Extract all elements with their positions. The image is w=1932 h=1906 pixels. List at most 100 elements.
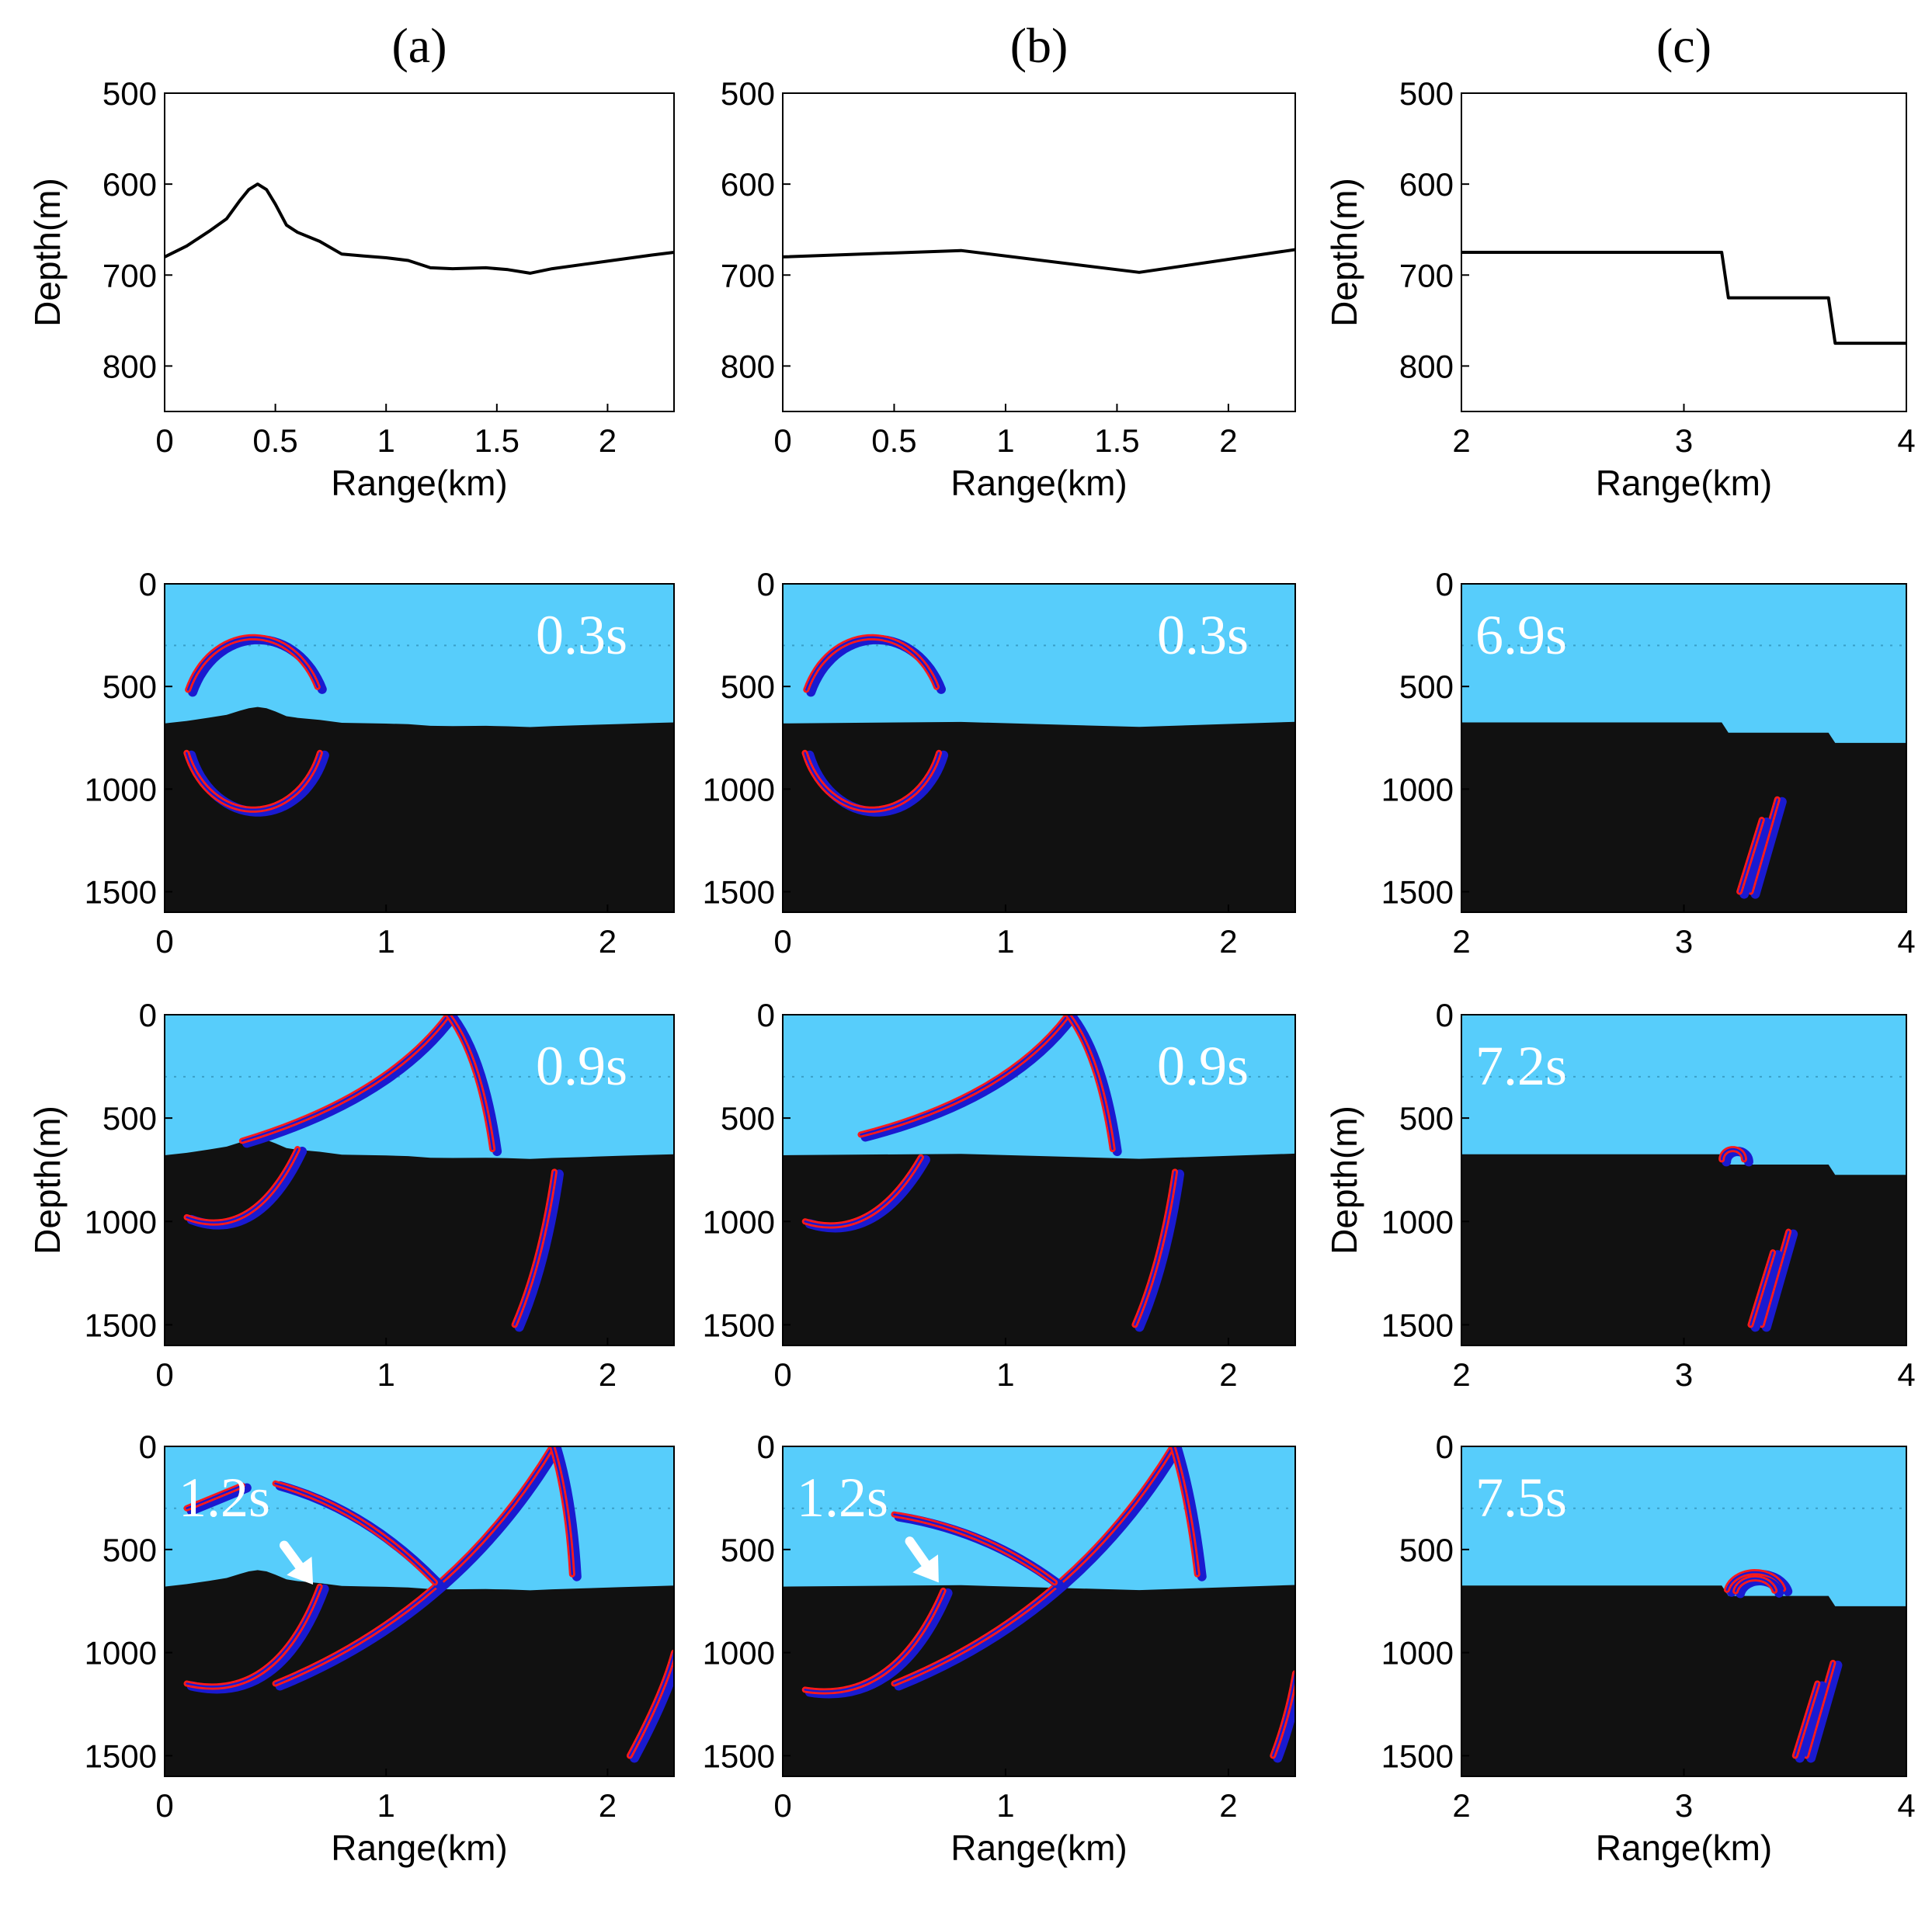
time-label: 0.9s [1157, 1035, 1249, 1097]
y-tick-label: 500 [721, 1532, 775, 1568]
x-tick-label: 4 [1897, 1356, 1915, 1393]
y-tick-label: 1000 [1381, 771, 1454, 807]
wavefront-core [1734, 1577, 1776, 1592]
wavefront-core [274, 1482, 436, 1584]
x-axis-label: Range(km) [1596, 1828, 1773, 1868]
wavefront-blue [242, 1015, 458, 1148]
wavefront-core [186, 1147, 299, 1224]
bathymetry-line [164, 182, 675, 275]
x-tick-label: 0 [773, 422, 791, 459]
wavefront-blue [1750, 1250, 1783, 1332]
wavefront-group [1718, 1146, 1798, 1332]
wavefront-blue [1761, 1229, 1798, 1332]
y-tick-label: 500 [721, 75, 775, 112]
wavefront-group [801, 1015, 1185, 1332]
wavefront-core [513, 1171, 556, 1326]
x-tick-label: 2 [1452, 1356, 1470, 1393]
y-tick-label: 1000 [1381, 1203, 1454, 1240]
wavefront-core [893, 1513, 1056, 1584]
x-tick-label: 0 [773, 1787, 791, 1824]
wavefront-blue [275, 1446, 562, 1691]
axes-frame [164, 1446, 675, 1777]
panel-title: (b) [1010, 18, 1069, 73]
wavefront-core [628, 1651, 674, 1757]
panel-title: (a) [391, 18, 447, 73]
plot-area [165, 93, 674, 411]
x-tick-label: 0 [155, 1356, 173, 1393]
x-tick-label: 3 [1675, 923, 1693, 960]
x-tick-label: 4 [1897, 422, 1915, 459]
x-tick-label: 1.5 [1094, 422, 1139, 459]
wavefront-blue [1273, 1675, 1295, 1763]
wavefront-blue [1173, 1446, 1207, 1581]
y-tick-label: 500 [103, 75, 157, 112]
y-tick-label: 0 [139, 566, 157, 602]
panel-title: (c) [1656, 18, 1711, 73]
x-tick-label: 4 [1897, 1787, 1915, 1824]
plot-area [783, 93, 1295, 411]
y-tick-label: 1000 [703, 771, 775, 807]
wavefront-blue [1806, 1660, 1843, 1763]
seabed-region [1461, 1585, 1906, 1776]
x-tick-label: 3 [1675, 422, 1693, 459]
x-tick-label: 2 [599, 1356, 617, 1393]
wavefront-group [183, 634, 329, 817]
panel-c_t1: 6.9s 2 3 4 0 500 1000 1500 [1381, 566, 1916, 960]
annotation-arrow-shaft [905, 1536, 930, 1568]
time-label: 7.5s [1475, 1467, 1567, 1529]
panel-b_bathy: (b) 0 0.5 1 1.5 2 500 600 700 800 Range(km) [721, 18, 1296, 503]
wavefront-group [801, 634, 949, 817]
y-tick-label: 500 [1399, 668, 1454, 705]
time-label: 0.9s [536, 1035, 627, 1097]
x-tick-label: 2 [1452, 1787, 1470, 1824]
panel-c_bathy: (c) 2 3 4 500 600 700 800 Range(km) Depth(m) [1324, 18, 1916, 503]
wavefront-blue [1750, 797, 1787, 899]
wavefront-group [183, 1446, 674, 1763]
x-tick-label: 3 [1675, 1356, 1693, 1393]
wavefront-group [801, 1446, 1295, 1763]
seabed-region [1461, 722, 1906, 912]
y-tick-label: 1500 [1381, 1738, 1454, 1774]
time-label: 1.2s [797, 1467, 888, 1529]
y-tick-label: 0 [757, 566, 775, 602]
panel-b_t1: 0.3s 0 1 2 0 500 1000 1500 [703, 566, 1296, 960]
annotation-arrow-head [912, 1554, 939, 1583]
x-axis-label: Range(km) [331, 1828, 508, 1868]
wavefront-blue [860, 1015, 1078, 1142]
y-tick-label: 1000 [703, 1203, 775, 1240]
y-tick-label: 500 [721, 1100, 775, 1137]
y-axis-label: Depth(m) [27, 1106, 68, 1255]
x-tick-label: 2 [599, 1787, 617, 1824]
wavefront-core [1272, 1672, 1295, 1757]
y-tick-label: 0 [139, 1429, 157, 1465]
x-tick-label: 0 [773, 1356, 791, 1393]
seabed-region [165, 707, 674, 912]
x-tick-label: 3 [1675, 1787, 1693, 1824]
seabed-region [783, 721, 1295, 912]
time-label: 1.2s [179, 1467, 270, 1529]
wavefront-core [551, 1446, 574, 1575]
y-tick-label: 600 [103, 166, 157, 203]
wavefront-core [186, 636, 319, 691]
seabed-region [165, 1138, 674, 1345]
y-tick-label: 0 [1436, 997, 1454, 1033]
y-tick-label: 600 [1399, 166, 1454, 203]
x-tick-label: 1 [377, 1356, 395, 1393]
wavefront-blue [186, 1483, 252, 1515]
axes-frame [164, 92, 675, 412]
axes-frame [782, 1446, 1296, 1777]
wavefront-blue [894, 1446, 1183, 1691]
panel-c_t3: 7.5s 2 3 4 0 500 1000 1500 Range(km) [1381, 1429, 1916, 1868]
x-axis-label: Range(km) [950, 1828, 1128, 1868]
wavefront-core [1794, 1682, 1819, 1757]
x-tick-label: 2 [1219, 1356, 1237, 1393]
y-tick-label: 1500 [85, 1738, 157, 1774]
x-axis-label: Range(km) [1596, 463, 1773, 503]
y-tick-label: 1500 [85, 874, 157, 911]
y-tick-label: 600 [721, 166, 775, 203]
y-tick-label: 1000 [85, 1203, 157, 1240]
x-tick-label: 2 [599, 422, 617, 459]
wavefront-group [1723, 1568, 1843, 1763]
x-tick-label: 2 [1219, 1787, 1237, 1824]
